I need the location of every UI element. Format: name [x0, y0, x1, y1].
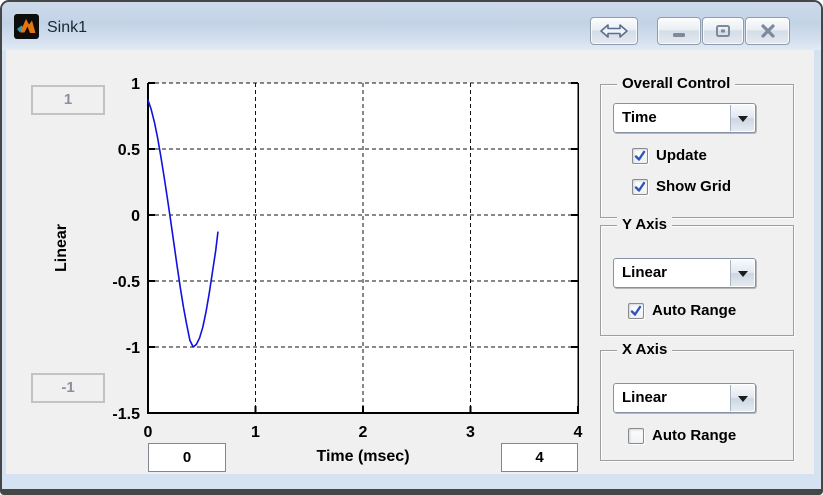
checkmark-icon: [628, 427, 644, 444]
x-axis-title: Time (msec): [316, 448, 410, 465]
y-tick-label: -1.5: [112, 406, 140, 423]
y-tick-label: -0.5: [112, 274, 140, 291]
show-grid-checkbox[interactable]: Show Grid: [632, 178, 731, 195]
y-auto-range-label: Auto Range: [652, 302, 737, 319]
x-tick-label: 2: [359, 424, 368, 441]
minimize-button[interactable]: [657, 17, 701, 45]
maximize-button[interactable]: [702, 17, 744, 45]
show-grid-checkbox-label: Show Grid: [656, 178, 731, 195]
panel-y-axis-title: Y Axis: [617, 216, 673, 233]
y-max-display: 1: [31, 85, 105, 115]
x-min-input[interactable]: [148, 443, 226, 472]
y-axis-title: Linear: [53, 224, 70, 272]
checkmark-icon: [632, 147, 648, 164]
domain-dropdown[interactable]: Time: [613, 103, 756, 133]
panel-overall-control: Overall Control Time Update Show Grid: [600, 75, 794, 218]
x-tick-label: 3: [466, 424, 475, 441]
y-min-display: -1: [31, 373, 105, 403]
x-tick-label: 1: [251, 424, 260, 441]
y-tick-label: 0: [131, 208, 140, 225]
domain-dropdown-value: Time: [622, 109, 657, 126]
chevron-down-icon: [730, 105, 754, 131]
x-auto-range-checkbox[interactable]: Auto Range: [628, 427, 736, 444]
x-auto-range-label: Auto Range: [652, 427, 737, 444]
minimize-icon: [673, 33, 685, 37]
y-tick-label: 1: [131, 76, 140, 93]
y-scale-dropdown-value: Linear: [622, 264, 668, 281]
double-arrow-icon: [600, 24, 628, 38]
title-bar[interactable]: Sink1: [2, 2, 821, 50]
y-scale-dropdown[interactable]: Linear: [613, 258, 756, 288]
checkmark-icon: [628, 302, 644, 319]
close-icon: [760, 24, 775, 38]
panel-x-axis: X Axis Linear Auto Range: [600, 341, 794, 461]
panel-overall-title: Overall Control: [617, 75, 736, 92]
close-button[interactable]: [745, 17, 790, 45]
x-scale-dropdown[interactable]: Linear: [613, 383, 756, 413]
x-max-input[interactable]: [501, 443, 578, 472]
dock-button[interactable]: [590, 17, 638, 45]
checkmark-icon: [632, 178, 648, 195]
panel-x-axis-title: X Axis: [617, 341, 673, 358]
signal-trace: [147, 99, 219, 348]
update-checkbox-label: Update: [656, 147, 707, 164]
x-scale-dropdown-value: Linear: [622, 389, 668, 406]
x-tick-label: 4: [574, 424, 583, 441]
chevron-down-icon: [730, 385, 754, 411]
panel-y-axis: Y Axis Linear Auto Range: [600, 216, 794, 336]
chevron-down-icon: [730, 260, 754, 286]
maximize-icon: [716, 25, 730, 37]
y-tick-label: -1: [126, 340, 140, 357]
window-title: Sink1: [47, 19, 88, 36]
y-auto-range-checkbox[interactable]: Auto Range: [628, 302, 736, 319]
matlab-logo-icon: [14, 14, 39, 39]
update-checkbox[interactable]: Update: [632, 147, 707, 164]
x-tick-label: 0: [144, 424, 153, 441]
y-tick-label: 0.5: [118, 142, 140, 159]
